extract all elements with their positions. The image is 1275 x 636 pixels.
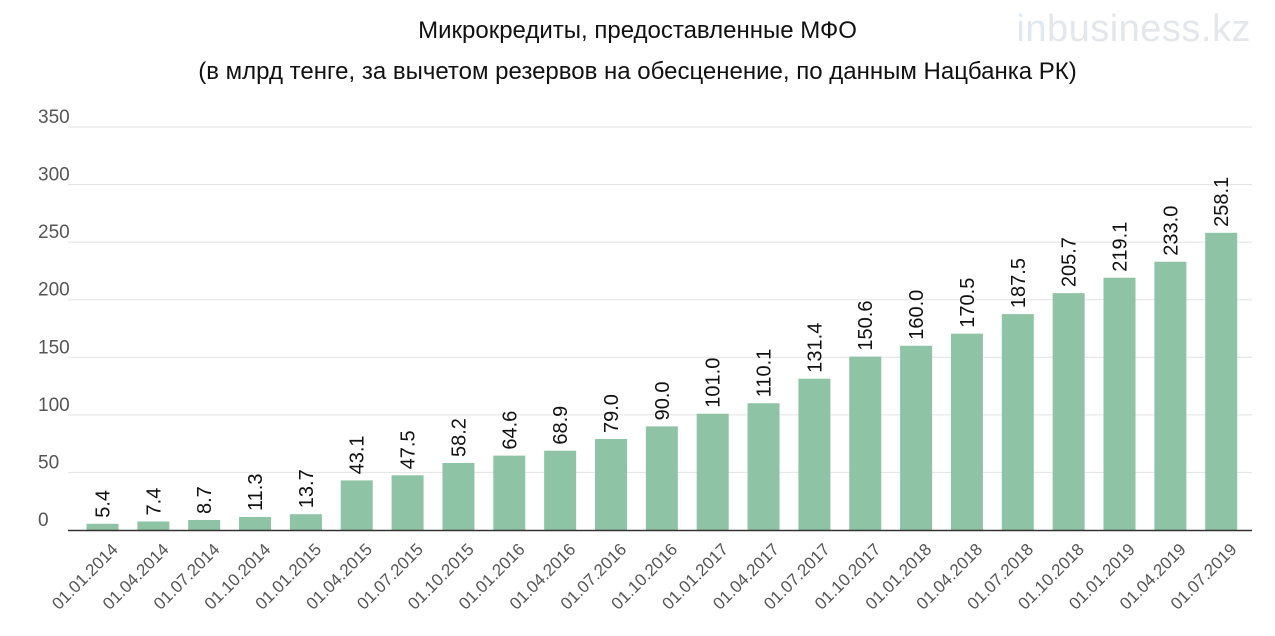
data-label: 150.6 [855, 301, 877, 351]
bar [849, 356, 882, 530]
logo-text: business.kz [1046, 8, 1251, 50]
bar [595, 439, 627, 530]
y-tick-label: 0 [38, 510, 49, 531]
data-label: 68.9 [550, 406, 572, 445]
bar [289, 514, 322, 530]
data-label: 64.6 [499, 411, 521, 450]
data-label: 58.2 [448, 418, 470, 457]
y-tick-label: 100 [38, 395, 70, 416]
data-label: 101.0 [703, 358, 725, 408]
bar [493, 455, 526, 530]
bar [1001, 314, 1034, 530]
bar [747, 403, 780, 530]
bar [645, 426, 678, 530]
bar [1103, 277, 1136, 530]
data-label: 13.7 [296, 469, 318, 508]
data-label: 7.4 [143, 488, 165, 516]
bar [950, 333, 983, 530]
data-label: 160.0 [906, 290, 928, 340]
y-tick-label: 150 [38, 337, 70, 358]
data-label: 90.0 [652, 381, 674, 420]
data-label: 5.4 [93, 490, 115, 518]
y-tick-label: 300 [38, 165, 70, 186]
data-label: 258.1 [1211, 177, 1233, 227]
y-tick-label: 250 [38, 222, 70, 243]
data-label: 110.1 [754, 349, 776, 398]
y-tick-label: 200 [38, 280, 70, 301]
bar [544, 450, 577, 530]
logo-prefix: in [1016, 8, 1047, 50]
data-label: 233.0 [1160, 206, 1182, 256]
bar [239, 516, 272, 530]
data-label: 131.4 [804, 323, 826, 373]
chart-subtitle: (в млрд тенге, за вычетом резервов на об… [198, 58, 1077, 85]
y-tick-label: 350 [38, 107, 70, 128]
bar [391, 475, 424, 530]
data-label: 47.5 [398, 430, 420, 469]
bar [900, 345, 933, 530]
bar [340, 480, 373, 530]
bar [1154, 261, 1187, 530]
data-label: 8.7 [194, 486, 216, 514]
bar [86, 523, 119, 530]
brand-logo: inbusiness.kz [1016, 8, 1251, 51]
data-label: 79.0 [601, 394, 623, 433]
bar [1205, 232, 1238, 530]
bar [188, 519, 221, 530]
y-tick-label: 50 [38, 452, 59, 473]
bar [798, 378, 831, 530]
data-label: 205.7 [1059, 237, 1081, 287]
data-label: 219.1 [1110, 222, 1132, 272]
bar [137, 521, 170, 530]
bar [442, 462, 475, 530]
chart-title: Микрокредиты, предоставленные МФО [418, 17, 857, 44]
data-label: 43.1 [347, 435, 369, 474]
data-label: 187.5 [1008, 258, 1030, 308]
bar [1052, 293, 1085, 530]
data-label: 170.5 [957, 278, 979, 328]
bar [696, 413, 729, 530]
data-label: 11.3 [245, 474, 267, 511]
